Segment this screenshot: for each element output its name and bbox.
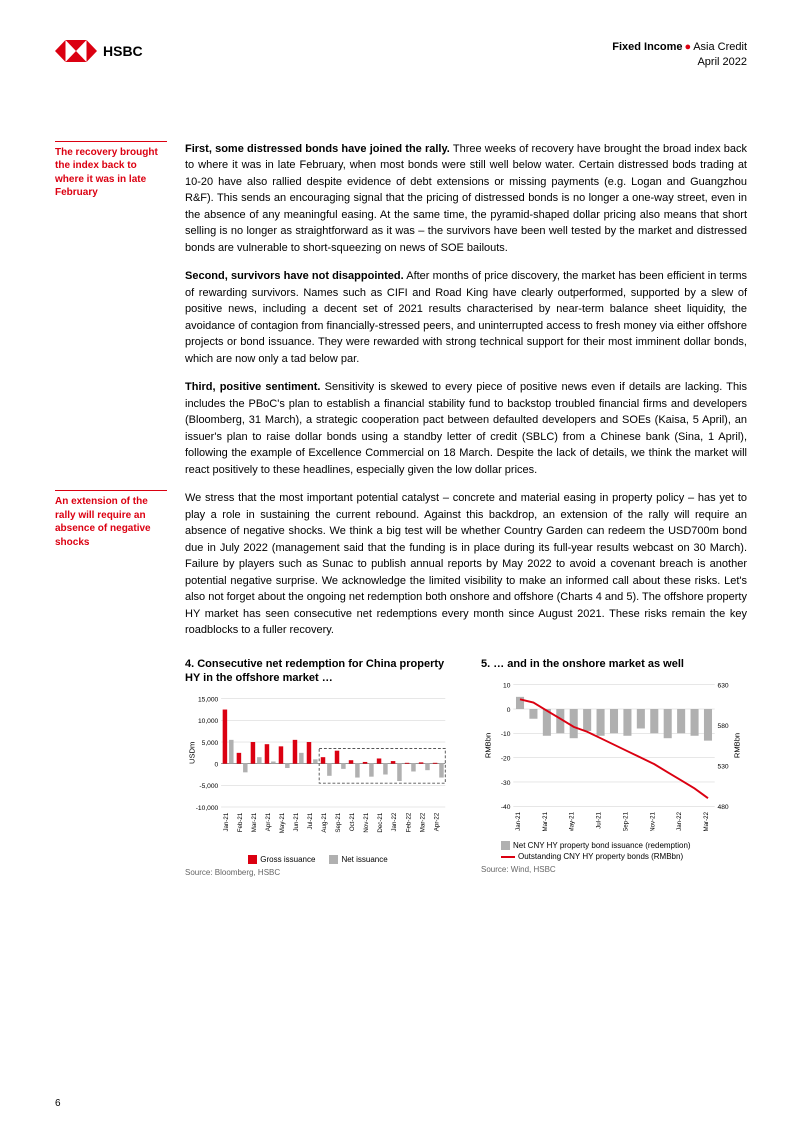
svg-text:10,000: 10,000: [198, 719, 219, 726]
svg-text:-20: -20: [501, 756, 511, 763]
svg-text:RMBbn: RMBbn: [732, 733, 741, 758]
chart5-source: Source: Wind, HSBC: [481, 865, 747, 874]
svg-text:-10: -10: [501, 731, 511, 738]
chart5-legend: Net CNY HY property bond issuance (redem…: [501, 841, 747, 861]
svg-text:Nov-21: Nov-21: [649, 812, 656, 832]
svg-text:Jul-21: Jul-21: [307, 813, 314, 830]
chart-5: 5. … and in the onshore market as well -…: [481, 657, 747, 878]
svg-text:Jan-22: Jan-22: [676, 812, 683, 831]
chart4-title: 4. Consecutive net redemption for China …: [185, 657, 451, 686]
svg-text:630: 630: [718, 683, 729, 690]
p2-lead: Second, survivors have not disappointed.: [185, 270, 404, 282]
svg-text:-40: -40: [501, 804, 511, 811]
chart4-svg: -10,000 -5,000 0 5,000 10,000 15,000 USDm Jan-2…: [185, 693, 451, 845]
svg-text:Jan-22: Jan-22: [391, 813, 398, 832]
p3-body: Sensitivity is skewed to every piece of …: [185, 381, 747, 476]
svg-text:Jul-21: Jul-21: [596, 812, 603, 829]
category-light: Asia Credit: [693, 41, 747, 53]
svg-text:15,000: 15,000: [198, 697, 219, 704]
svg-text:Feb-22: Feb-22: [405, 813, 412, 833]
chart4-source: Source: Bloomberg, HSBC: [185, 868, 451, 877]
chart5-title: 5. … and in the onshore market as well: [481, 657, 747, 671]
chart4-legend: Gross issuance Net issuance: [185, 855, 451, 864]
svg-text:Sep-21: Sep-21: [335, 813, 342, 833]
svg-text:-30: -30: [501, 780, 511, 787]
svg-text:-10,000: -10,000: [196, 805, 219, 812]
svg-text:-5,000: -5,000: [199, 784, 218, 791]
svg-text:Mar-21: Mar-21: [251, 812, 258, 832]
page-number: 6: [55, 1098, 61, 1109]
paragraph-1: First, some distressed bonds have joined…: [185, 141, 747, 257]
svg-text:Mar-21: Mar-21: [542, 812, 549, 832]
sidenote-1: The recovery brought the index back to w…: [55, 141, 167, 200]
chart5-legend-bar: Net CNY HY property bond issuance (redem…: [513, 841, 691, 850]
chart4-legend-gross: Gross issuance: [260, 855, 315, 864]
header-date: April 2022: [612, 55, 747, 70]
p1-lead: First, some distressed bonds have joined…: [185, 143, 450, 155]
svg-text:May-21: May-21: [569, 812, 576, 832]
svg-text:RMBbn: RMBbn: [484, 733, 493, 758]
chart4-legend-net: Net issuance: [341, 855, 387, 864]
svg-text:5,000: 5,000: [202, 740, 219, 747]
svg-text:Jan-21: Jan-21: [515, 812, 522, 831]
paragraph-2: Second, survivors have not disappointed.…: [185, 268, 747, 367]
paragraph-4: We stress that the most important potent…: [185, 490, 747, 639]
chart-4: 4. Consecutive net redemption for China …: [185, 657, 451, 878]
svg-text:USDm: USDm: [188, 742, 197, 764]
svg-text:Sep-21: Sep-21: [622, 812, 629, 832]
header-meta: Fixed Income●Asia Credit April 2022: [612, 40, 747, 71]
svg-text:580: 580: [718, 723, 729, 730]
separator-dot: ●: [683, 41, 694, 53]
svg-text:0: 0: [507, 707, 511, 714]
brand-logo: HSBC: [55, 40, 143, 62]
svg-text:Mar-22: Mar-22: [703, 812, 710, 832]
svg-text:530: 530: [718, 764, 729, 771]
svg-text:Mar-22: Mar-22: [419, 812, 426, 832]
svg-text:Apr-21: Apr-21: [265, 813, 272, 832]
svg-text:Aug-21: Aug-21: [321, 813, 328, 833]
chart5-svg: -40 -30 -20 -10 0 10 480 530 580 630 RMBbn RMBbn Jan…: [481, 679, 747, 831]
p2-body: After months of price discovery, the mar…: [185, 270, 747, 365]
chart5-legend-line: Outstanding CNY HY property bonds (RMBbn…: [518, 852, 683, 861]
sidenote-2: An extension of the rally will require a…: [55, 490, 167, 549]
svg-text:Jan-21: Jan-21: [223, 813, 230, 832]
p1-body: Three weeks of recovery have brought the…: [185, 143, 747, 254]
svg-text:Jun-21: Jun-21: [293, 813, 300, 832]
p4-body: We stress that the most important potent…: [185, 492, 747, 636]
svg-text:Dec-21: Dec-21: [377, 813, 384, 833]
svg-text:Nov-21: Nov-21: [363, 813, 370, 833]
svg-text:Feb-21: Feb-21: [237, 813, 244, 833]
paragraph-3: Third, positive sentiment. Sensitivity i…: [185, 379, 747, 478]
svg-text:Apr-22: Apr-22: [433, 813, 440, 832]
svg-text:0: 0: [215, 762, 219, 769]
svg-text:480: 480: [718, 804, 729, 811]
svg-text:May-21: May-21: [279, 813, 286, 834]
hsbc-hexagon-icon: [55, 40, 97, 62]
svg-text:10: 10: [503, 683, 511, 690]
p3-lead: Third, positive sentiment.: [185, 381, 320, 393]
brand-text: HSBC: [103, 43, 143, 59]
svg-text:Oct-21: Oct-21: [349, 813, 356, 832]
category-bold: Fixed Income: [612, 41, 682, 53]
